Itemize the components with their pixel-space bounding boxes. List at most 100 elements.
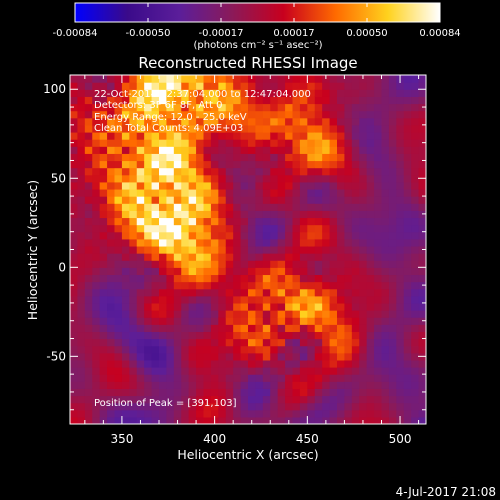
heatmap-cell	[129, 210, 138, 219]
heatmap-cell	[159, 331, 168, 340]
heatmap-cell	[292, 402, 301, 411]
heatmap-cell	[396, 253, 405, 261]
heatmap-cell	[77, 174, 86, 183]
heatmap-cell	[255, 345, 264, 354]
heatmap-cell	[210, 196, 219, 204]
heatmap-cell	[233, 103, 242, 112]
heatmap-cell	[188, 310, 197, 318]
heatmap-cell	[381, 117, 390, 126]
heatmap-cell	[403, 352, 412, 361]
heatmap-cell	[285, 324, 294, 333]
heatmap-cell	[99, 160, 108, 169]
heatmap-cell	[396, 217, 405, 226]
heatmap-cell	[285, 103, 294, 112]
heatmap-cell	[403, 117, 412, 126]
heatmap-cell	[225, 117, 234, 126]
heatmap-cell	[151, 217, 160, 226]
heatmap-cell	[329, 110, 338, 119]
heatmap-cell	[144, 196, 153, 204]
heatmap-cell	[181, 75, 190, 83]
heatmap-cell	[188, 367, 197, 375]
heatmap-cell	[292, 381, 301, 389]
heatmap-cell	[262, 395, 271, 404]
heatmap-cell	[233, 317, 242, 325]
heatmap-cell	[144, 224, 153, 233]
heatmap-cell	[374, 324, 383, 333]
heatmap-cell	[299, 210, 308, 219]
heatmap-cell	[225, 196, 234, 204]
heatmap-cell	[374, 381, 383, 389]
heatmap-cell	[403, 210, 412, 219]
heatmap-cell	[411, 381, 420, 389]
heatmap-cell	[299, 188, 308, 197]
heatmap-cell	[107, 288, 116, 297]
heatmap-cell	[196, 139, 205, 147]
heatmap-cell	[196, 331, 205, 340]
heatmap-cell	[121, 75, 130, 83]
heatmap-cell	[255, 359, 264, 368]
heatmap-cell	[388, 388, 397, 397]
heatmap-cell	[292, 359, 301, 368]
heatmap-cell	[403, 302, 412, 311]
heatmap-cell	[114, 302, 123, 311]
heatmap-cell	[114, 253, 123, 261]
heatmap-cell	[374, 374, 383, 382]
heatmap-cell	[240, 174, 249, 183]
heatmap-cell	[292, 253, 301, 261]
heatmap-cell	[285, 131, 294, 140]
heatmap-cell	[240, 160, 249, 169]
heatmap-cell	[359, 367, 368, 375]
heatmap-cell	[225, 374, 234, 382]
heatmap-cell	[262, 352, 271, 361]
heatmap-cell	[344, 317, 353, 325]
heatmap-cell	[307, 245, 316, 254]
heatmap-cell	[307, 409, 316, 418]
heatmap-cell	[159, 124, 168, 133]
heatmap-cell	[233, 381, 242, 389]
heatmap-cell	[396, 338, 405, 347]
heatmap-cell	[196, 338, 205, 347]
heatmap-cell	[285, 409, 294, 418]
heatmap-cell	[277, 374, 286, 382]
heatmap-cell	[388, 82, 397, 90]
heatmap-cell	[225, 295, 234, 304]
heatmap-cell	[337, 188, 346, 197]
heatmap-cell	[196, 231, 205, 240]
heatmap-cell	[107, 203, 116, 211]
heatmap-cell	[181, 331, 190, 340]
heatmap-cell	[84, 160, 93, 169]
heatmap-cell	[255, 274, 264, 283]
heatmap-cell	[359, 196, 368, 204]
heatmap-cell	[203, 253, 212, 261]
heatmap-cell	[107, 110, 116, 119]
heatmap-cell	[366, 288, 375, 297]
heatmap-cell	[388, 409, 397, 418]
heatmap-cell	[396, 96, 405, 105]
heatmap-cell	[307, 359, 316, 368]
heatmap-cell	[196, 395, 205, 404]
heatmap-cell	[240, 210, 249, 219]
heatmap-cell	[270, 181, 279, 190]
heatmap-cell	[248, 288, 257, 297]
x-tick-label: 500	[389, 432, 412, 446]
heatmap-cell	[248, 331, 257, 340]
heatmap-cell	[262, 381, 271, 389]
heatmap-cell	[337, 231, 346, 240]
heatmap-cell	[248, 146, 257, 154]
heatmap-cell	[396, 374, 405, 382]
heatmap-cell	[151, 210, 160, 219]
heatmap-cell	[181, 238, 190, 247]
heatmap-cell	[255, 260, 264, 268]
heatmap-cell	[248, 196, 257, 204]
heatmap-cell	[166, 338, 175, 347]
heatmap-cell	[351, 317, 360, 325]
heatmap-cell	[418, 153, 426, 162]
heatmap-cell	[159, 196, 168, 204]
heatmap-cell	[329, 75, 338, 83]
heatmap-cell	[92, 217, 101, 226]
heatmap-cell	[418, 89, 426, 97]
heatmap-cell	[240, 359, 249, 368]
heatmap-cell	[181, 374, 190, 382]
heatmap-cell	[240, 338, 249, 347]
